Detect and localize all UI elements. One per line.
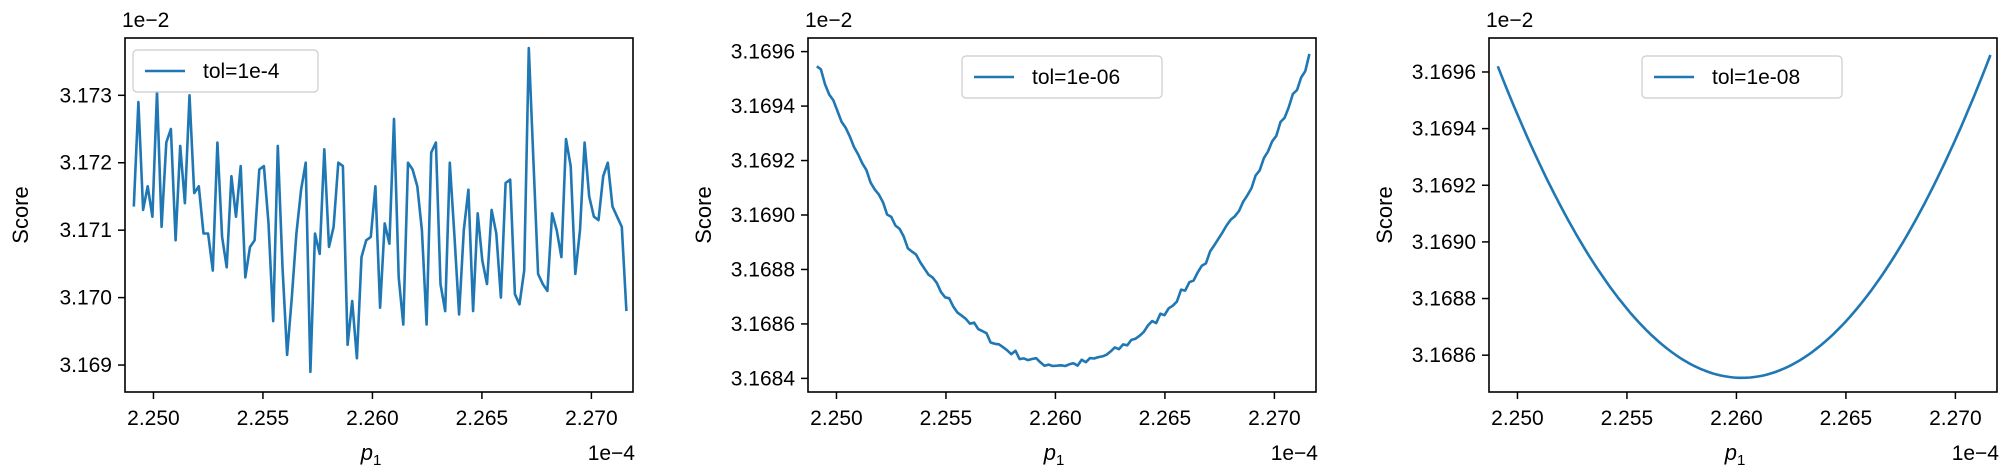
y-tick-label: 3.1690 bbox=[1412, 231, 1476, 254]
x-axis-label: p1 bbox=[360, 440, 382, 469]
y-axis-label: Score bbox=[1372, 186, 1397, 243]
x-axis-label-subscript: 1 bbox=[373, 452, 381, 469]
x-tick-label: 2.265 bbox=[456, 407, 509, 430]
x-tick-label: 2.250 bbox=[1491, 407, 1544, 430]
x-axis-label: p1 bbox=[1724, 440, 1746, 469]
legend-label: tol=1e-4 bbox=[203, 60, 280, 83]
y-tick-label: 3.173 bbox=[59, 84, 112, 107]
y-tick-label: 3.1694 bbox=[1412, 118, 1477, 141]
y-multiplier-label: 1e−2 bbox=[122, 9, 169, 32]
series-line bbox=[816, 53, 1311, 368]
legend-box bbox=[1641, 55, 1843, 99]
legend-box bbox=[961, 55, 1163, 99]
x-tick-label: 2.250 bbox=[810, 407, 863, 430]
x-tick-label: 2.260 bbox=[1029, 407, 1082, 430]
x-tick-label: 2.260 bbox=[1710, 407, 1763, 430]
x-tick-label: 2.250 bbox=[127, 407, 180, 430]
y-tick-label: 3.1690 bbox=[731, 204, 795, 227]
x-axis-label-main: p bbox=[1043, 440, 1056, 465]
y-tick-label: 3.172 bbox=[59, 152, 112, 175]
chart-panel-3: 2.250 2.255 2.260 2.265 2.270 3.1686 3.1688 3.1… bbox=[1372, 9, 1999, 469]
x-tick-label: 2.265 bbox=[1820, 407, 1873, 430]
y-tick-label: 3.169 bbox=[59, 354, 112, 377]
legend: tol=1e-06 bbox=[961, 55, 1163, 99]
x-tick-label: 2.255 bbox=[920, 407, 973, 430]
y-axis-label: Score bbox=[691, 186, 716, 243]
y-axis-label: Score bbox=[8, 186, 33, 243]
legend: tol=1e-4 bbox=[132, 49, 319, 93]
legend-label: tol=1e-08 bbox=[1712, 66, 1800, 89]
legend-box bbox=[132, 49, 319, 93]
y-tick-label: 3.1696 bbox=[1412, 61, 1476, 84]
y-tick-label: 3.1686 bbox=[1412, 344, 1476, 367]
y-tick-label: 3.171 bbox=[59, 219, 112, 242]
x-axis-label-main: p bbox=[360, 440, 373, 465]
y-tick-label: 3.1692 bbox=[731, 150, 795, 173]
y-tick-label: 3.1688 bbox=[731, 258, 795, 281]
x-multiplier-label: 1e−4 bbox=[1952, 442, 2000, 465]
y-tick-label: 3.170 bbox=[59, 287, 112, 310]
y-tick-label: 3.1694 bbox=[731, 95, 796, 118]
chart-panel-1: 2.250 2.255 2.260 2.265 2.270 3.169 3.170 3.171… bbox=[8, 9, 635, 469]
x-tick-label: 2.265 bbox=[1139, 407, 1192, 430]
y-tick-label: 3.1686 bbox=[731, 313, 795, 336]
y-tick-label: 3.1684 bbox=[731, 367, 796, 390]
plot-frame bbox=[1488, 37, 1998, 393]
x-tick-label: 2.255 bbox=[1601, 407, 1654, 430]
x-tick-label: 2.270 bbox=[1248, 407, 1301, 430]
chart-panel-2: 2.250 2.255 2.260 2.265 2.270 3.1684 3.1686 3.1… bbox=[691, 9, 1318, 469]
x-multiplier-label: 1e−4 bbox=[588, 442, 636, 465]
legend: tol=1e-08 bbox=[1641, 55, 1843, 99]
x-axis-label: p1 bbox=[1043, 440, 1065, 469]
x-tick-label: 2.255 bbox=[237, 407, 290, 430]
plot-frame bbox=[124, 37, 634, 393]
y-multiplier-label: 1e−2 bbox=[1486, 9, 1533, 32]
series-line bbox=[1496, 54, 1992, 380]
x-tick-label: 2.270 bbox=[1929, 407, 1982, 430]
legend-label: tol=1e-06 bbox=[1032, 66, 1120, 89]
y-multiplier-label: 1e−2 bbox=[805, 9, 852, 32]
x-multiplier-label: 1e−4 bbox=[1271, 442, 1319, 465]
x-axis-label-main: p bbox=[1724, 440, 1737, 465]
x-axis-label-subscript: 1 bbox=[1737, 452, 1745, 469]
series-line bbox=[132, 46, 628, 374]
x-tick-label: 2.270 bbox=[565, 407, 618, 430]
x-tick-label: 2.260 bbox=[346, 407, 399, 430]
x-axis-label-subscript: 1 bbox=[1056, 452, 1064, 469]
y-tick-label: 3.1688 bbox=[1412, 288, 1476, 311]
y-tick-label: 3.1692 bbox=[1412, 174, 1476, 197]
y-tick-label: 3.1696 bbox=[731, 41, 795, 64]
